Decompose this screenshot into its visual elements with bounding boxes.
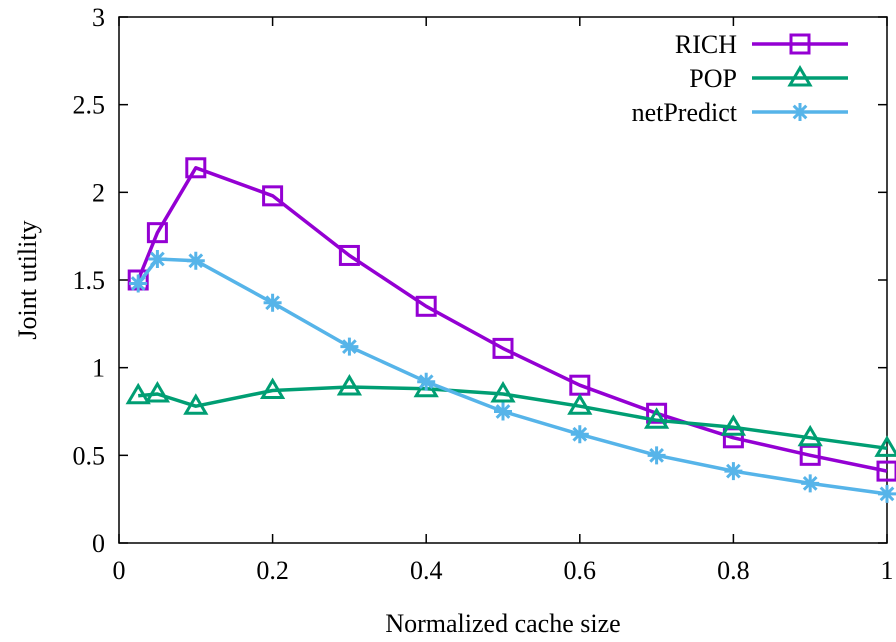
legend-item-pop: POP (689, 64, 848, 93)
legend-item-rich: RICH (675, 30, 848, 59)
star-marker-path (801, 474, 820, 493)
y-tick-label: 0.5 (73, 441, 106, 470)
legend-label-netpredict: netPredict (632, 98, 738, 127)
series-line-pop (138, 385, 888, 451)
data-point-netpredict (878, 484, 896, 503)
data-point-pop (490, 381, 516, 403)
data-point-rich (146, 222, 168, 244)
legend: RICH POP netPredict (632, 30, 848, 127)
data-point-pop (720, 414, 747, 436)
data-point-pop (797, 424, 823, 447)
data-point-rich (876, 460, 896, 482)
star-marker-path (263, 293, 282, 312)
y-tick-label: 1 (92, 354, 105, 383)
series-line-rich (136, 166, 888, 473)
legend-marker-rich (789, 33, 811, 55)
data-point-netpredict (417, 372, 436, 391)
legend-marker-netpredict (791, 103, 809, 121)
star-marker-path (186, 251, 205, 270)
legend-label-pop: POP (689, 64, 737, 93)
y-tick-label: 2.5 (73, 91, 106, 120)
legend-label-rich: RICH (675, 30, 737, 59)
star-marker-path (878, 484, 896, 503)
star-marker-path (340, 337, 359, 356)
series-rich (127, 157, 896, 482)
data-point-rich (646, 402, 668, 424)
star-marker-path (148, 249, 167, 268)
x-tick-label: 0.8 (717, 556, 750, 585)
star-marker-path (791, 103, 809, 121)
data-point-pop (874, 435, 896, 457)
series-line-netpredict (136, 257, 888, 496)
star-marker-path (417, 372, 436, 391)
star-marker-path (647, 446, 666, 465)
data-point-pop (125, 382, 151, 405)
data-point-rich (338, 244, 360, 266)
series-pop (125, 373, 896, 457)
data-point-netpredict (494, 402, 512, 421)
data-point-rich (799, 444, 821, 466)
star-marker-path (724, 462, 743, 481)
series-netpredict (129, 249, 896, 503)
data-point-netpredict (129, 274, 148, 293)
legend-marker-pop (787, 65, 813, 87)
y-tick-label: 0 (92, 529, 105, 558)
data-point-pop (144, 381, 171, 403)
data-point-pop (336, 373, 363, 396)
data-point-netpredict (801, 474, 820, 493)
data-point-rich (262, 185, 284, 207)
axis-ticks: 0 0.2 0.4 0.6 0.8 1 0 0.5 1 1.5 2 2.5 3 (73, 3, 894, 585)
data-point-pop (183, 393, 209, 415)
data-point-rich (185, 157, 207, 179)
x-tick-label: 1 (881, 556, 894, 585)
y-tick-label: 3 (92, 3, 105, 32)
x-tick-label: 0.4 (410, 556, 443, 585)
data-point-pop (259, 377, 286, 399)
star-marker-path (570, 425, 589, 444)
data-point-netpredict (724, 462, 743, 481)
x-tick-label: 0 (113, 556, 126, 585)
star-marker-path (494, 402, 512, 421)
y-tick-label: 1.5 (73, 266, 106, 295)
legend-item-netpredict: netPredict (632, 98, 848, 127)
data-point-rich (415, 295, 437, 317)
data-point-netpredict (263, 293, 282, 312)
y-tick-label: 2 (92, 178, 105, 207)
data-point-pop (643, 407, 670, 429)
data-point-rich (492, 337, 514, 359)
star-marker-path (129, 274, 148, 293)
series-layer (125, 157, 896, 503)
data-point-netpredict (340, 337, 359, 356)
x-tick-label: 0.6 (564, 556, 597, 585)
x-axis-label: Normalized cache size (385, 609, 620, 638)
x-tick-label: 0.2 (256, 556, 289, 585)
data-point-pop (567, 393, 593, 415)
data-point-netpredict (148, 249, 167, 268)
data-point-netpredict (186, 251, 205, 270)
data-point-netpredict (647, 446, 666, 465)
data-point-netpredict (570, 425, 589, 444)
y-axis-label: Joint utility (13, 220, 42, 339)
